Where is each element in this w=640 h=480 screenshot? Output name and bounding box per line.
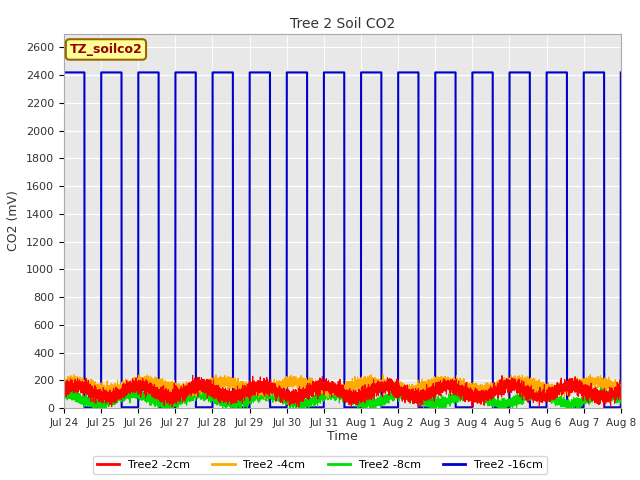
Legend: Tree2 -2cm, Tree2 -4cm, Tree2 -8cm, Tree2 -16cm: Tree2 -2cm, Tree2 -4cm, Tree2 -8cm, Tree… (93, 456, 547, 474)
Title: Tree 2 Soil CO2: Tree 2 Soil CO2 (290, 17, 395, 31)
Y-axis label: CO2 (mV): CO2 (mV) (8, 191, 20, 251)
X-axis label: Time: Time (327, 431, 358, 444)
Text: TZ_soilco2: TZ_soilco2 (70, 43, 142, 56)
